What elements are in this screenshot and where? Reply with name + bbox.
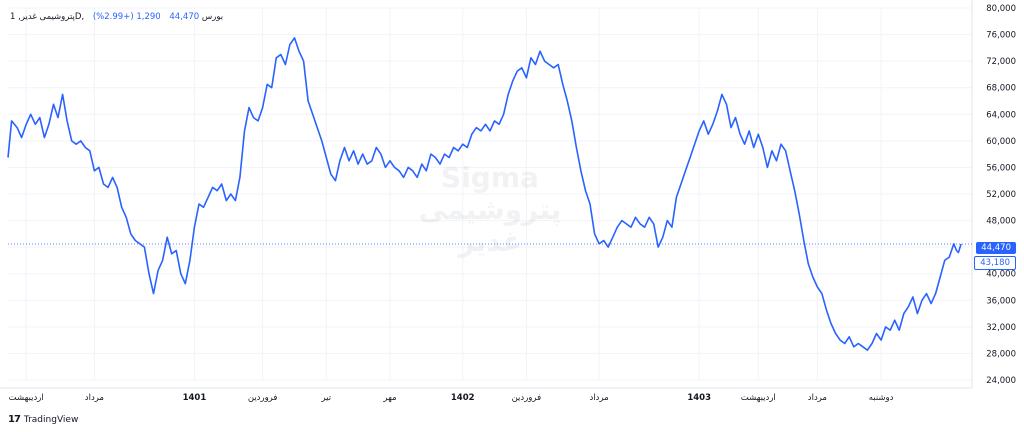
x-tick-label: مرداد [85,393,104,403]
last-price-tag: 44,470 [976,242,1016,254]
x-tick-label: تیر [320,393,331,403]
watermark-brand: Sigma [441,161,539,194]
tradingview-name: TradingView [23,414,79,425]
y-tick-label: 72,000 [986,57,1016,67]
y-tick-label: 24,000 [986,376,1016,386]
x-tick-label: مرداد [808,393,827,403]
y-tick-label: 52,000 [986,190,1016,200]
tradingview-logo-icon: 17 [8,414,21,425]
x-tick-label: فروردین [512,393,542,403]
x-tick-label: مهر [382,393,396,403]
y-tick-label: 80,000 [986,4,1016,14]
x-tick-label: اردیبهشت [9,393,44,403]
price-change: 1,290 (+2.99%) [92,12,161,22]
y-tick-label: 56,000 [986,163,1016,173]
x-tick-label: اردیبهشت [741,393,776,403]
y-tick-label: 68,000 [986,84,1016,94]
x-tick-label: دوشنبه [869,393,894,403]
y-tick-label: 32,000 [986,323,1016,333]
y-tick-label: 36,000 [986,296,1016,306]
y-tick-label: 60,000 [986,137,1016,147]
x-tick-label: 1401 [183,393,207,403]
last-price: 44,470 [169,12,200,22]
tradingview-branding[interactable]: 17 TradingView [8,414,78,425]
symbol-header: پتروشیمی غدیر, 1D, بورس 44,470 1,290 (+2… [10,12,223,22]
x-tick-label: مرداد [590,393,609,403]
watermark: Sigma پتروشیمی غدیر [405,162,575,258]
y-tick-label: 28,000 [986,349,1016,359]
symbol-line: پتروشیمی غدیر, 1D, بورس [10,12,224,22]
y-tick-label: 64,000 [986,110,1016,120]
price-series-line [7,37,962,351]
watermark-name: پتروشیمی غدیر [418,193,562,258]
x-tick-label: 1403 [687,393,711,403]
y-tick-label: 48,000 [986,217,1016,227]
x-tick-label: فروردین [248,393,278,403]
low-price-tag: 43,180 [974,256,1016,270]
y-tick-label: 76,000 [986,31,1016,41]
y-tick-label: 40,000 [986,270,1016,280]
x-tick-label: 1402 [451,393,475,403]
